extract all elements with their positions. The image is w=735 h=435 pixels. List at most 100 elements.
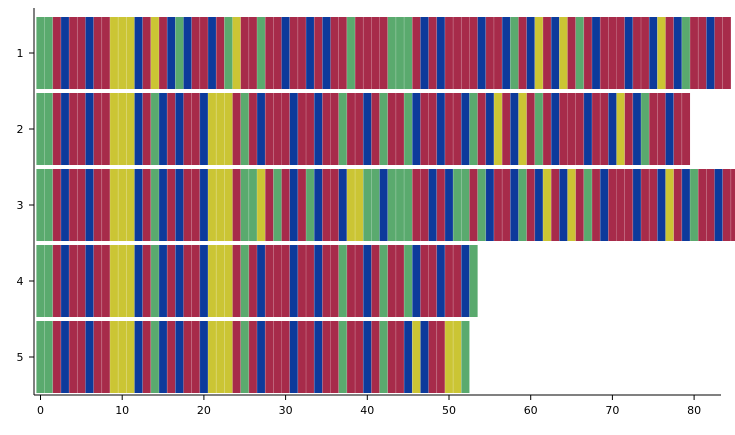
heatmap-cell (453, 17, 462, 89)
heatmap-cell (248, 17, 258, 89)
heatmap-cell (559, 169, 568, 241)
heatmap-cell (412, 321, 421, 393)
heatmap-cell (142, 93, 151, 165)
heatmap-cell (330, 245, 339, 317)
heatmap-cell (101, 169, 110, 241)
heatmap-cell (44, 17, 53, 89)
heatmap-cell (44, 93, 53, 165)
heatmap-cell (224, 169, 233, 241)
x-tick-label: 80 (687, 404, 701, 417)
heatmap-cell (387, 321, 396, 393)
heatmap-cell (526, 169, 535, 241)
heatmap-cell (52, 245, 61, 317)
heatmap-cell (69, 321, 78, 393)
heatmap-cell (510, 17, 519, 89)
heatmap-cell (273, 169, 282, 241)
heatmap-cell (363, 169, 372, 241)
heatmap-cell (69, 17, 78, 89)
heatmap-cell (158, 321, 168, 393)
heatmap-cell (265, 245, 274, 317)
heatmap-cell (77, 93, 86, 165)
heatmap-cell (591, 93, 601, 165)
x-axis: 0 10 20 30 40 50 60 70 80 (34, 394, 721, 417)
heatmap-cell (534, 93, 543, 165)
heatmap-cell (649, 93, 658, 165)
heatmap-cell (469, 169, 478, 241)
heatmap-cell (338, 245, 347, 317)
heatmap-cell (395, 169, 405, 241)
heatmap-cell (36, 93, 45, 165)
heatmap-cell (722, 17, 731, 89)
heatmap-cell (330, 169, 339, 241)
heatmap-cell (355, 245, 364, 317)
heatmap-cell (526, 17, 535, 89)
heatmap-cell (191, 17, 200, 89)
heatmap-cell (265, 17, 274, 89)
heatmap-cell (101, 321, 110, 393)
heatmap-cell (567, 17, 576, 89)
heatmap-cell (265, 93, 274, 165)
x-tick-label: 10 (115, 404, 129, 417)
heatmap-cell (126, 321, 135, 393)
heatmap-cell (518, 17, 527, 89)
heatmap-cell (379, 245, 388, 317)
x-tick-label: 70 (605, 404, 619, 417)
heatmap-cell (36, 17, 45, 89)
heatmap-cell (126, 93, 135, 165)
heatmap-cell (330, 17, 339, 89)
heatmap-cell (167, 93, 176, 165)
heatmap-cell (93, 17, 102, 89)
heatmap-cell (379, 17, 388, 89)
heatmap-cell (109, 245, 119, 317)
heatmap-cell (420, 245, 429, 317)
heatmap-cell (436, 93, 445, 165)
heatmap-cell (355, 17, 364, 89)
heatmap-cell (322, 321, 331, 393)
heatmap-cell (77, 169, 86, 241)
heatmap-cell (624, 93, 633, 165)
heatmap-cell (387, 93, 396, 165)
heatmap-cell (616, 93, 625, 165)
heatmap-cell (199, 17, 208, 89)
heatmap-cell (85, 17, 94, 89)
heatmap-cell (363, 17, 372, 89)
heatmap-cell (183, 245, 192, 317)
x-tick-label: 30 (279, 404, 293, 417)
heatmap-cell (273, 321, 282, 393)
heatmap-cell (444, 245, 454, 317)
heatmap-cell (690, 17, 699, 89)
heatmap-cell (428, 321, 437, 393)
heatmap-cell (289, 245, 298, 317)
heatmap-cell (330, 321, 339, 393)
heatmap-cell (69, 93, 78, 165)
heatmap-cell (567, 169, 576, 241)
heatmap-cell (85, 245, 94, 317)
heatmap-cell (551, 93, 560, 165)
heatmap-cell (428, 93, 437, 165)
heatmap-cell (436, 245, 445, 317)
heatmap-cell (551, 17, 560, 89)
heatmap-cell (150, 93, 159, 165)
heatmap-cell (240, 169, 249, 241)
heatmap-cell (297, 169, 307, 241)
heatmap-cell (379, 93, 388, 165)
heatmap-cell (485, 169, 494, 241)
heatmap-cell (150, 321, 159, 393)
heatmap-cell (534, 17, 543, 89)
heatmap-cell (297, 17, 307, 89)
heatmap-cell (167, 245, 176, 317)
heatmap-cell (199, 245, 208, 317)
heatmap-cell (551, 169, 560, 241)
heatmap-cell (134, 17, 143, 89)
heatmap-cell (232, 245, 241, 317)
heatmap-cell (134, 93, 143, 165)
heatmap-cell (600, 17, 609, 89)
heatmap-cell (183, 169, 192, 241)
heatmap-cell (240, 245, 249, 317)
heatmap-cell (248, 169, 258, 241)
heatmap-cell (657, 169, 666, 241)
heatmap-cell (649, 17, 658, 89)
heatmap-cell (93, 321, 102, 393)
heatmap-cell (167, 321, 176, 393)
heatmap-cell (93, 169, 102, 241)
